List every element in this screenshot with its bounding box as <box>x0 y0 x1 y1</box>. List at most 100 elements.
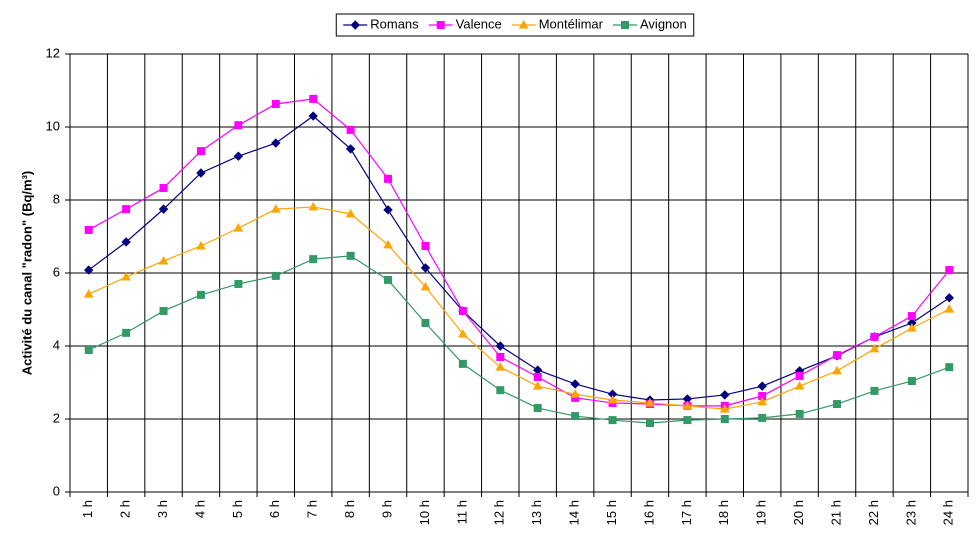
x-tick-label: 1 h <box>80 500 95 518</box>
data-point <box>84 346 93 355</box>
y-tick-label: 0 <box>53 483 60 498</box>
x-tick-label: 15 h <box>604 500 619 525</box>
data-point <box>945 266 954 275</box>
data-point <box>234 121 243 130</box>
data-point <box>196 147 205 156</box>
x-tick-label: 19 h <box>754 500 769 525</box>
data-point <box>907 312 916 321</box>
data-point <box>944 293 954 303</box>
legend: Romans Valence Montélimar Avignon <box>335 13 695 37</box>
data-point <box>719 404 730 413</box>
series-line <box>88 255 950 424</box>
legend-marker <box>620 21 629 29</box>
data-point <box>271 100 280 109</box>
data-point <box>271 138 281 148</box>
data-point <box>907 377 916 386</box>
x-tick-label: 4 h <box>192 500 207 518</box>
data-point <box>683 416 692 425</box>
legend-label: Romans <box>370 16 419 31</box>
data-point <box>383 239 393 249</box>
x-tick-label: 10 h <box>417 500 432 525</box>
data-point <box>682 400 693 410</box>
data-point <box>421 319 430 328</box>
data-point <box>121 272 131 281</box>
data-point <box>533 373 542 382</box>
x-tick-label: 13 h <box>529 500 544 525</box>
legend-label: Avignon <box>640 16 687 31</box>
x-tick-label: 14 h <box>567 500 582 525</box>
x-tick-label: 22 h <box>866 500 881 525</box>
legend-label: Montélimar <box>539 16 604 31</box>
data-point <box>196 290 205 299</box>
x-tick-label: 17 h <box>679 500 694 525</box>
data-point <box>271 271 280 280</box>
data-point <box>196 168 206 178</box>
data-point <box>720 415 729 423</box>
data-point <box>84 265 94 275</box>
x-tick-label: 3 h <box>155 500 170 518</box>
data-point <box>420 281 431 291</box>
y-axis-title: Activité du canal "radon" (Bq/m³) <box>19 171 34 375</box>
data-point <box>383 205 393 215</box>
legend-label: Valence <box>456 16 502 31</box>
x-tick-label: 11 h <box>454 500 469 524</box>
data-point <box>533 404 542 413</box>
x-tick-label: 2 h <box>118 500 133 518</box>
data-point <box>645 397 655 407</box>
y-tick-label: 4 <box>53 337 60 352</box>
data-point <box>608 416 617 425</box>
data-point <box>758 413 767 422</box>
x-tick-label: 12 h <box>492 500 507 525</box>
legend-marker <box>436 21 445 29</box>
data-point <box>533 365 543 375</box>
data-point <box>570 379 580 389</box>
data-point <box>495 362 506 371</box>
data-point <box>346 125 355 134</box>
y-tick-label: 12 <box>46 45 60 60</box>
x-tick-label: 9 h <box>379 500 394 518</box>
data-point <box>159 306 168 315</box>
data-point <box>84 225 93 234</box>
data-point <box>833 400 842 409</box>
data-point <box>158 255 169 265</box>
data-point <box>308 111 318 121</box>
y-tick-label: 8 <box>53 191 60 206</box>
data-point <box>309 255 318 264</box>
y-tick-label: 6 <box>53 264 60 279</box>
data-point <box>233 151 244 161</box>
x-tick-label: 5 h <box>230 500 245 518</box>
data-point <box>720 390 730 400</box>
data-point <box>345 208 356 218</box>
data-point <box>496 352 505 361</box>
legend-marker <box>350 20 360 30</box>
data-point <box>458 328 468 338</box>
data-point <box>384 275 393 284</box>
data-point <box>345 144 356 154</box>
series-line <box>88 115 950 401</box>
data-point <box>795 371 804 380</box>
data-point <box>757 381 767 391</box>
data-point <box>870 332 879 341</box>
data-point <box>121 237 131 247</box>
x-tick-label: 7 h <box>305 500 320 518</box>
data-point <box>458 359 467 368</box>
data-point <box>870 386 879 395</box>
data-point <box>571 412 580 421</box>
data-point <box>795 409 804 418</box>
x-tick-label: 6 h <box>267 500 282 518</box>
data-point <box>757 396 768 406</box>
data-point <box>458 306 467 315</box>
data-point <box>122 205 131 214</box>
data-point <box>645 419 654 428</box>
data-point <box>83 289 94 298</box>
data-point <box>532 381 543 390</box>
data-point <box>234 279 243 288</box>
data-point <box>122 328 131 337</box>
x-tick-label: 16 h <box>641 500 656 525</box>
data-point <box>833 351 842 360</box>
x-tick-label: 8 h <box>342 500 357 518</box>
data-point <box>196 240 206 250</box>
data-point <box>233 223 244 232</box>
